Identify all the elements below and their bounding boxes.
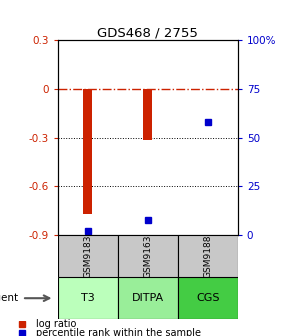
Bar xyxy=(178,277,238,319)
Text: GSM9188: GSM9188 xyxy=(203,235,212,278)
Text: percentile rank within the sample: percentile rank within the sample xyxy=(36,328,201,336)
Bar xyxy=(178,235,238,277)
Text: GSM9183: GSM9183 xyxy=(84,235,93,278)
Text: T3: T3 xyxy=(81,293,95,303)
Bar xyxy=(84,89,93,214)
Bar xyxy=(143,89,152,140)
Title: GDS468 / 2755: GDS468 / 2755 xyxy=(97,26,198,39)
Text: CGS: CGS xyxy=(196,293,220,303)
Text: DITPA: DITPA xyxy=(132,293,164,303)
Text: agent: agent xyxy=(0,293,19,303)
Bar xyxy=(118,235,178,277)
Bar xyxy=(118,277,178,319)
Text: log ratio: log ratio xyxy=(36,319,77,329)
Bar xyxy=(58,277,118,319)
Bar xyxy=(58,235,118,277)
Text: GSM9163: GSM9163 xyxy=(143,235,153,278)
